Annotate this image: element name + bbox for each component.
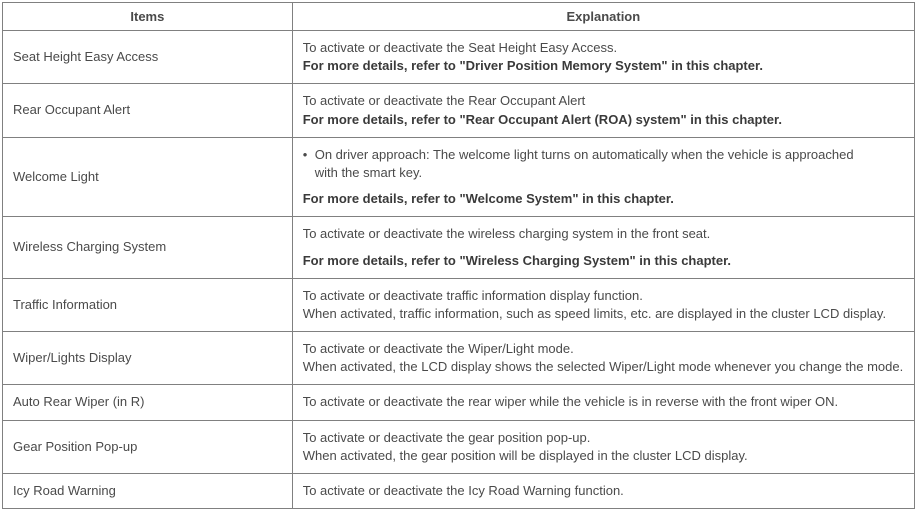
table-row: Seat Height Easy Access To activate or d… — [3, 31, 915, 84]
item-explanation: On driver approach: The welcome light tu… — [292, 137, 914, 217]
item-name: Traffic Information — [3, 278, 293, 331]
item-name: Wiper/Lights Display — [3, 332, 293, 385]
explanation-line: To activate or deactivate the gear posit… — [303, 429, 904, 447]
explanation-line-bold: For more details, refer to "Rear Occupan… — [303, 111, 904, 129]
explanation-line: To activate or deactivate the wireless c… — [303, 225, 904, 243]
bullet-continuation: with the smart key. — [303, 164, 904, 182]
explanation-bullet: On driver approach: The welcome light tu… — [303, 146, 904, 164]
explanation-line: When activated, traffic information, suc… — [303, 305, 904, 323]
item-explanation: To activate or deactivate traffic inform… — [292, 278, 914, 331]
item-name: Icy Road Warning — [3, 474, 293, 509]
explanation-line: To activate or deactivate the Icy Road W… — [303, 482, 904, 500]
explanation-line-bold: For more details, refer to "Wireless Cha… — [303, 252, 904, 270]
header-explanation: Explanation — [292, 3, 914, 31]
item-explanation: To activate or deactivate the wireless c… — [292, 217, 914, 278]
item-name: Welcome Light — [3, 137, 293, 217]
explanation-line: When activated, the gear position will b… — [303, 447, 904, 465]
explanation-line: To activate or deactivate the Rear Occup… — [303, 92, 904, 110]
explanation-line-bold: For more details, refer to "Driver Posit… — [303, 57, 904, 75]
explanation-line: To activate or deactivate traffic inform… — [303, 287, 904, 305]
table-row: Gear Position Pop-up To activate or deac… — [3, 420, 915, 473]
table-row: Auto Rear Wiper (in R) To activate or de… — [3, 385, 915, 420]
item-name: Seat Height Easy Access — [3, 31, 293, 84]
item-explanation: To activate or deactivate the Wiper/Ligh… — [292, 332, 914, 385]
table-row: Traffic Information To activate or deact… — [3, 278, 915, 331]
settings-table: Items Explanation Seat Height Easy Acces… — [2, 2, 915, 509]
item-name: Gear Position Pop-up — [3, 420, 293, 473]
explanation-line-bold: For more details, refer to "Welcome Syst… — [303, 190, 904, 208]
item-explanation: To activate or deactivate the gear posit… — [292, 420, 914, 473]
item-name: Wireless Charging System — [3, 217, 293, 278]
table-header-row: Items Explanation — [3, 3, 915, 31]
item-explanation: To activate or deactivate the Rear Occup… — [292, 84, 914, 137]
explanation-line: To activate or deactivate the Seat Heigh… — [303, 39, 904, 57]
item-explanation: To activate or deactivate the Seat Heigh… — [292, 31, 914, 84]
explanation-line: To activate or deactivate the Wiper/Ligh… — [303, 340, 904, 358]
table-row: Wireless Charging System To activate or … — [3, 217, 915, 278]
bullet-first-line: On driver approach: The welcome light tu… — [315, 147, 854, 162]
explanation-line: When activated, the LCD display shows th… — [303, 358, 904, 376]
header-items: Items — [3, 3, 293, 31]
item-explanation: To activate or deactivate the rear wiper… — [292, 385, 914, 420]
explanation-line: To activate or deactivate the rear wiper… — [303, 393, 904, 411]
table-row: Wiper/Lights Display To activate or deac… — [3, 332, 915, 385]
table-row: Icy Road Warning To activate or deactiva… — [3, 474, 915, 509]
item-name: Rear Occupant Alert — [3, 84, 293, 137]
table-row: Rear Occupant Alert To activate or deact… — [3, 84, 915, 137]
item-name: Auto Rear Wiper (in R) — [3, 385, 293, 420]
item-explanation: To activate or deactivate the Icy Road W… — [292, 474, 914, 509]
table-row: Welcome Light On driver approach: The we… — [3, 137, 915, 217]
